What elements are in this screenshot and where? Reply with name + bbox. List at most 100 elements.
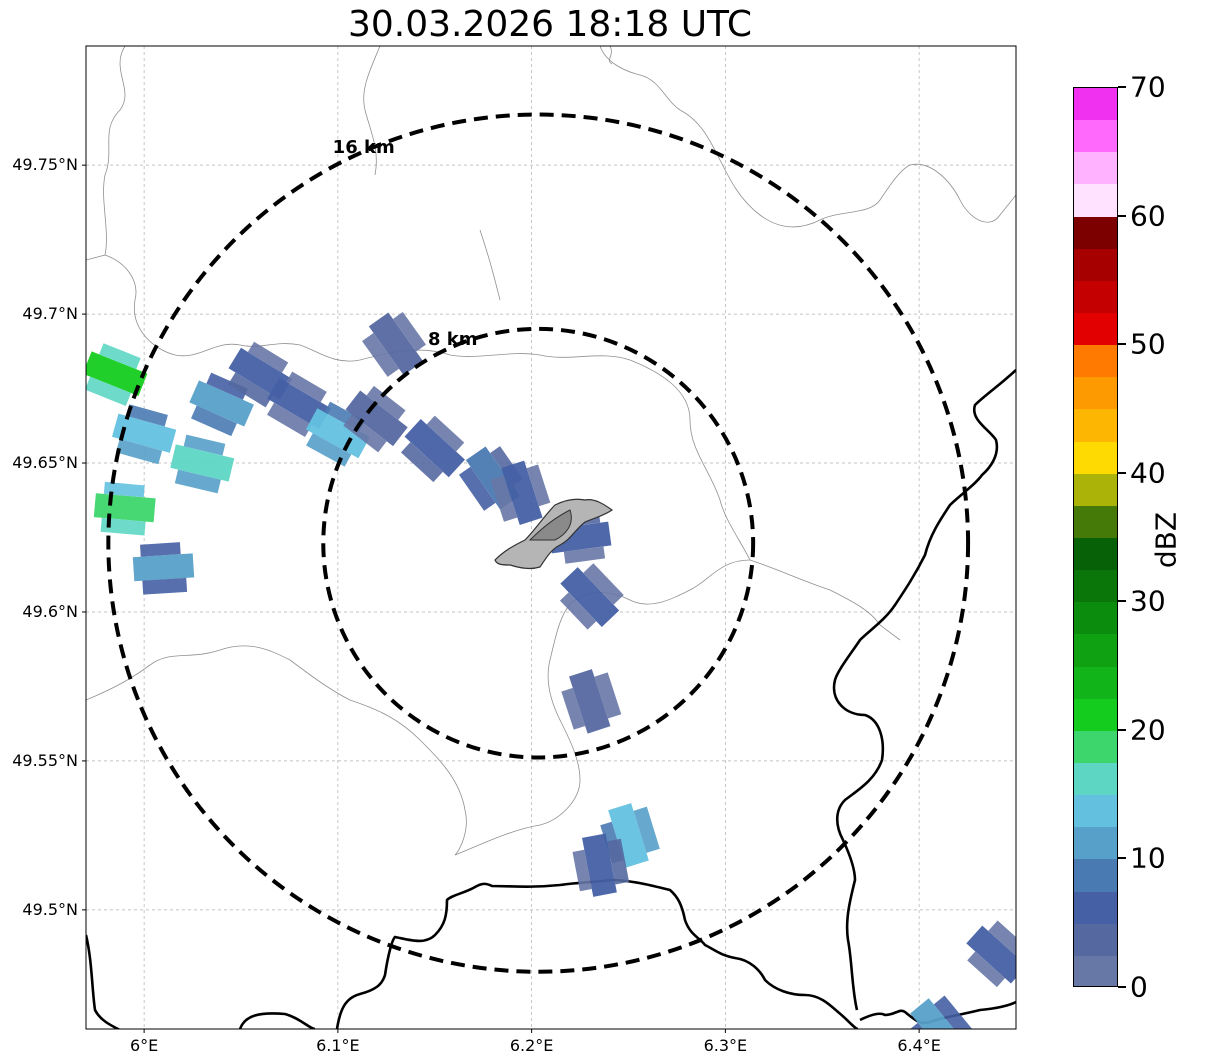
radar-echo xyxy=(559,563,624,630)
colorbar-tick-label: 30 xyxy=(1130,584,1166,618)
colorbar-segment xyxy=(1074,955,1117,986)
echo-cell xyxy=(366,385,406,420)
echo-cell xyxy=(286,371,327,403)
echo-cell xyxy=(86,351,148,396)
colorbar-segment xyxy=(1074,377,1117,410)
colorbar-segment xyxy=(1074,312,1117,346)
echo-cell xyxy=(247,341,289,373)
colorbar-segment xyxy=(1074,827,1117,860)
range-rings xyxy=(106,112,971,974)
echo-cell xyxy=(633,806,660,853)
echo-cell xyxy=(228,372,273,408)
y-tick-label: 49.65°N xyxy=(12,453,78,473)
echo-cell xyxy=(206,372,248,400)
radar-echo xyxy=(908,995,973,1029)
echo-cell xyxy=(115,438,163,465)
echo-cell xyxy=(100,517,146,536)
colorbar-segment xyxy=(1074,602,1117,635)
colorbar-segment xyxy=(1074,730,1117,763)
echo-cell xyxy=(99,343,141,370)
echo-cell xyxy=(607,838,630,885)
echo-cell xyxy=(608,803,649,868)
colorbar-segment xyxy=(1074,891,1117,924)
echo-cell xyxy=(191,405,237,437)
colorbar-segment xyxy=(1074,473,1117,506)
colorbar-segment xyxy=(1074,409,1117,442)
colorbar-tick-mark xyxy=(1118,986,1126,988)
echo-cell xyxy=(561,687,586,730)
colorbar-tick-mark xyxy=(1118,343,1126,346)
colorbar-unit-label: dBZ xyxy=(1149,511,1183,569)
y-tick-label: 49.6°N xyxy=(22,601,78,621)
plot-frame xyxy=(85,45,1017,1030)
x-tick-label: 6.4°E xyxy=(897,1036,941,1055)
y-tick-label: 49.75°N xyxy=(12,155,78,175)
y-tick-label: 49.55°N xyxy=(12,750,78,770)
colorbar-tick-label: 70 xyxy=(1130,70,1166,104)
colorbar-tick-label: 60 xyxy=(1130,199,1166,233)
colorbar-segment xyxy=(1074,88,1117,121)
colorbar-segment xyxy=(1074,923,1117,956)
echo-cell xyxy=(93,493,156,523)
echo-cell xyxy=(362,332,400,377)
colorbar-tick-mark xyxy=(1118,728,1126,731)
radar-echo xyxy=(112,404,177,465)
colorbar-tick-label: 0 xyxy=(1130,970,1148,1004)
echo-cell xyxy=(458,466,496,511)
radar-echo xyxy=(132,542,195,595)
echo-cell xyxy=(86,376,132,406)
echo-cell xyxy=(501,460,543,526)
colorbar-segment xyxy=(1074,634,1117,667)
colorbar-tick-label: 10 xyxy=(1130,841,1166,875)
echo-cell xyxy=(559,592,597,630)
colorbar-segment xyxy=(1074,795,1117,828)
radar-echo xyxy=(966,920,1016,988)
chart-title: 30.03.2026 18:18 UTC xyxy=(347,4,753,45)
echo-cell xyxy=(933,995,973,1029)
echo-cell xyxy=(400,442,443,483)
echo-cell xyxy=(426,415,465,452)
radar-echo xyxy=(400,415,465,483)
echo-cell xyxy=(345,390,408,447)
radar-echo xyxy=(561,669,622,734)
echo-cell xyxy=(140,542,181,557)
admin-boundaries xyxy=(86,46,1016,856)
x-tick-label: 6.1°E xyxy=(316,1036,360,1055)
echo-cell xyxy=(563,546,606,564)
colorbar-tick-mark xyxy=(1118,600,1126,603)
echo-cell xyxy=(103,481,145,498)
echo-cell xyxy=(583,563,624,605)
echo-cell xyxy=(526,464,551,507)
radar-echo xyxy=(189,372,254,437)
x-tick-label: 6°E xyxy=(129,1036,159,1055)
echo-cell xyxy=(189,380,254,427)
radar-echo xyxy=(170,434,235,494)
echo-cell xyxy=(126,404,168,427)
y-tick-label: 49.7°N xyxy=(22,304,78,324)
range-ring xyxy=(321,326,756,760)
echo-cell xyxy=(594,672,622,719)
echo-cell xyxy=(569,669,611,734)
echo-cell xyxy=(490,475,518,522)
radar-echo xyxy=(343,385,408,453)
radar-echo xyxy=(93,481,156,536)
echo-cell xyxy=(560,567,620,628)
radar-echo xyxy=(86,343,148,406)
echo-cell xyxy=(988,920,1016,961)
colorbar-tick-label: 50 xyxy=(1130,327,1166,361)
range-ring xyxy=(106,112,971,974)
echo-cell xyxy=(582,833,617,897)
colorbar-tick-mark xyxy=(1118,214,1126,217)
echo-cell xyxy=(132,553,195,582)
colorbar-segment xyxy=(1074,152,1117,185)
y-tick-marks xyxy=(82,164,86,911)
colorbar-segment xyxy=(1074,666,1117,699)
radar-echo xyxy=(362,312,426,377)
x-tick-marks xyxy=(143,1029,920,1033)
echo-cell xyxy=(267,402,313,438)
echo-cell xyxy=(404,419,465,478)
colorbar-segment xyxy=(1074,570,1117,603)
y-tick-label: 49.5°N xyxy=(22,899,78,919)
echo-cell xyxy=(910,998,967,1029)
colorbar-segment xyxy=(1074,248,1117,281)
